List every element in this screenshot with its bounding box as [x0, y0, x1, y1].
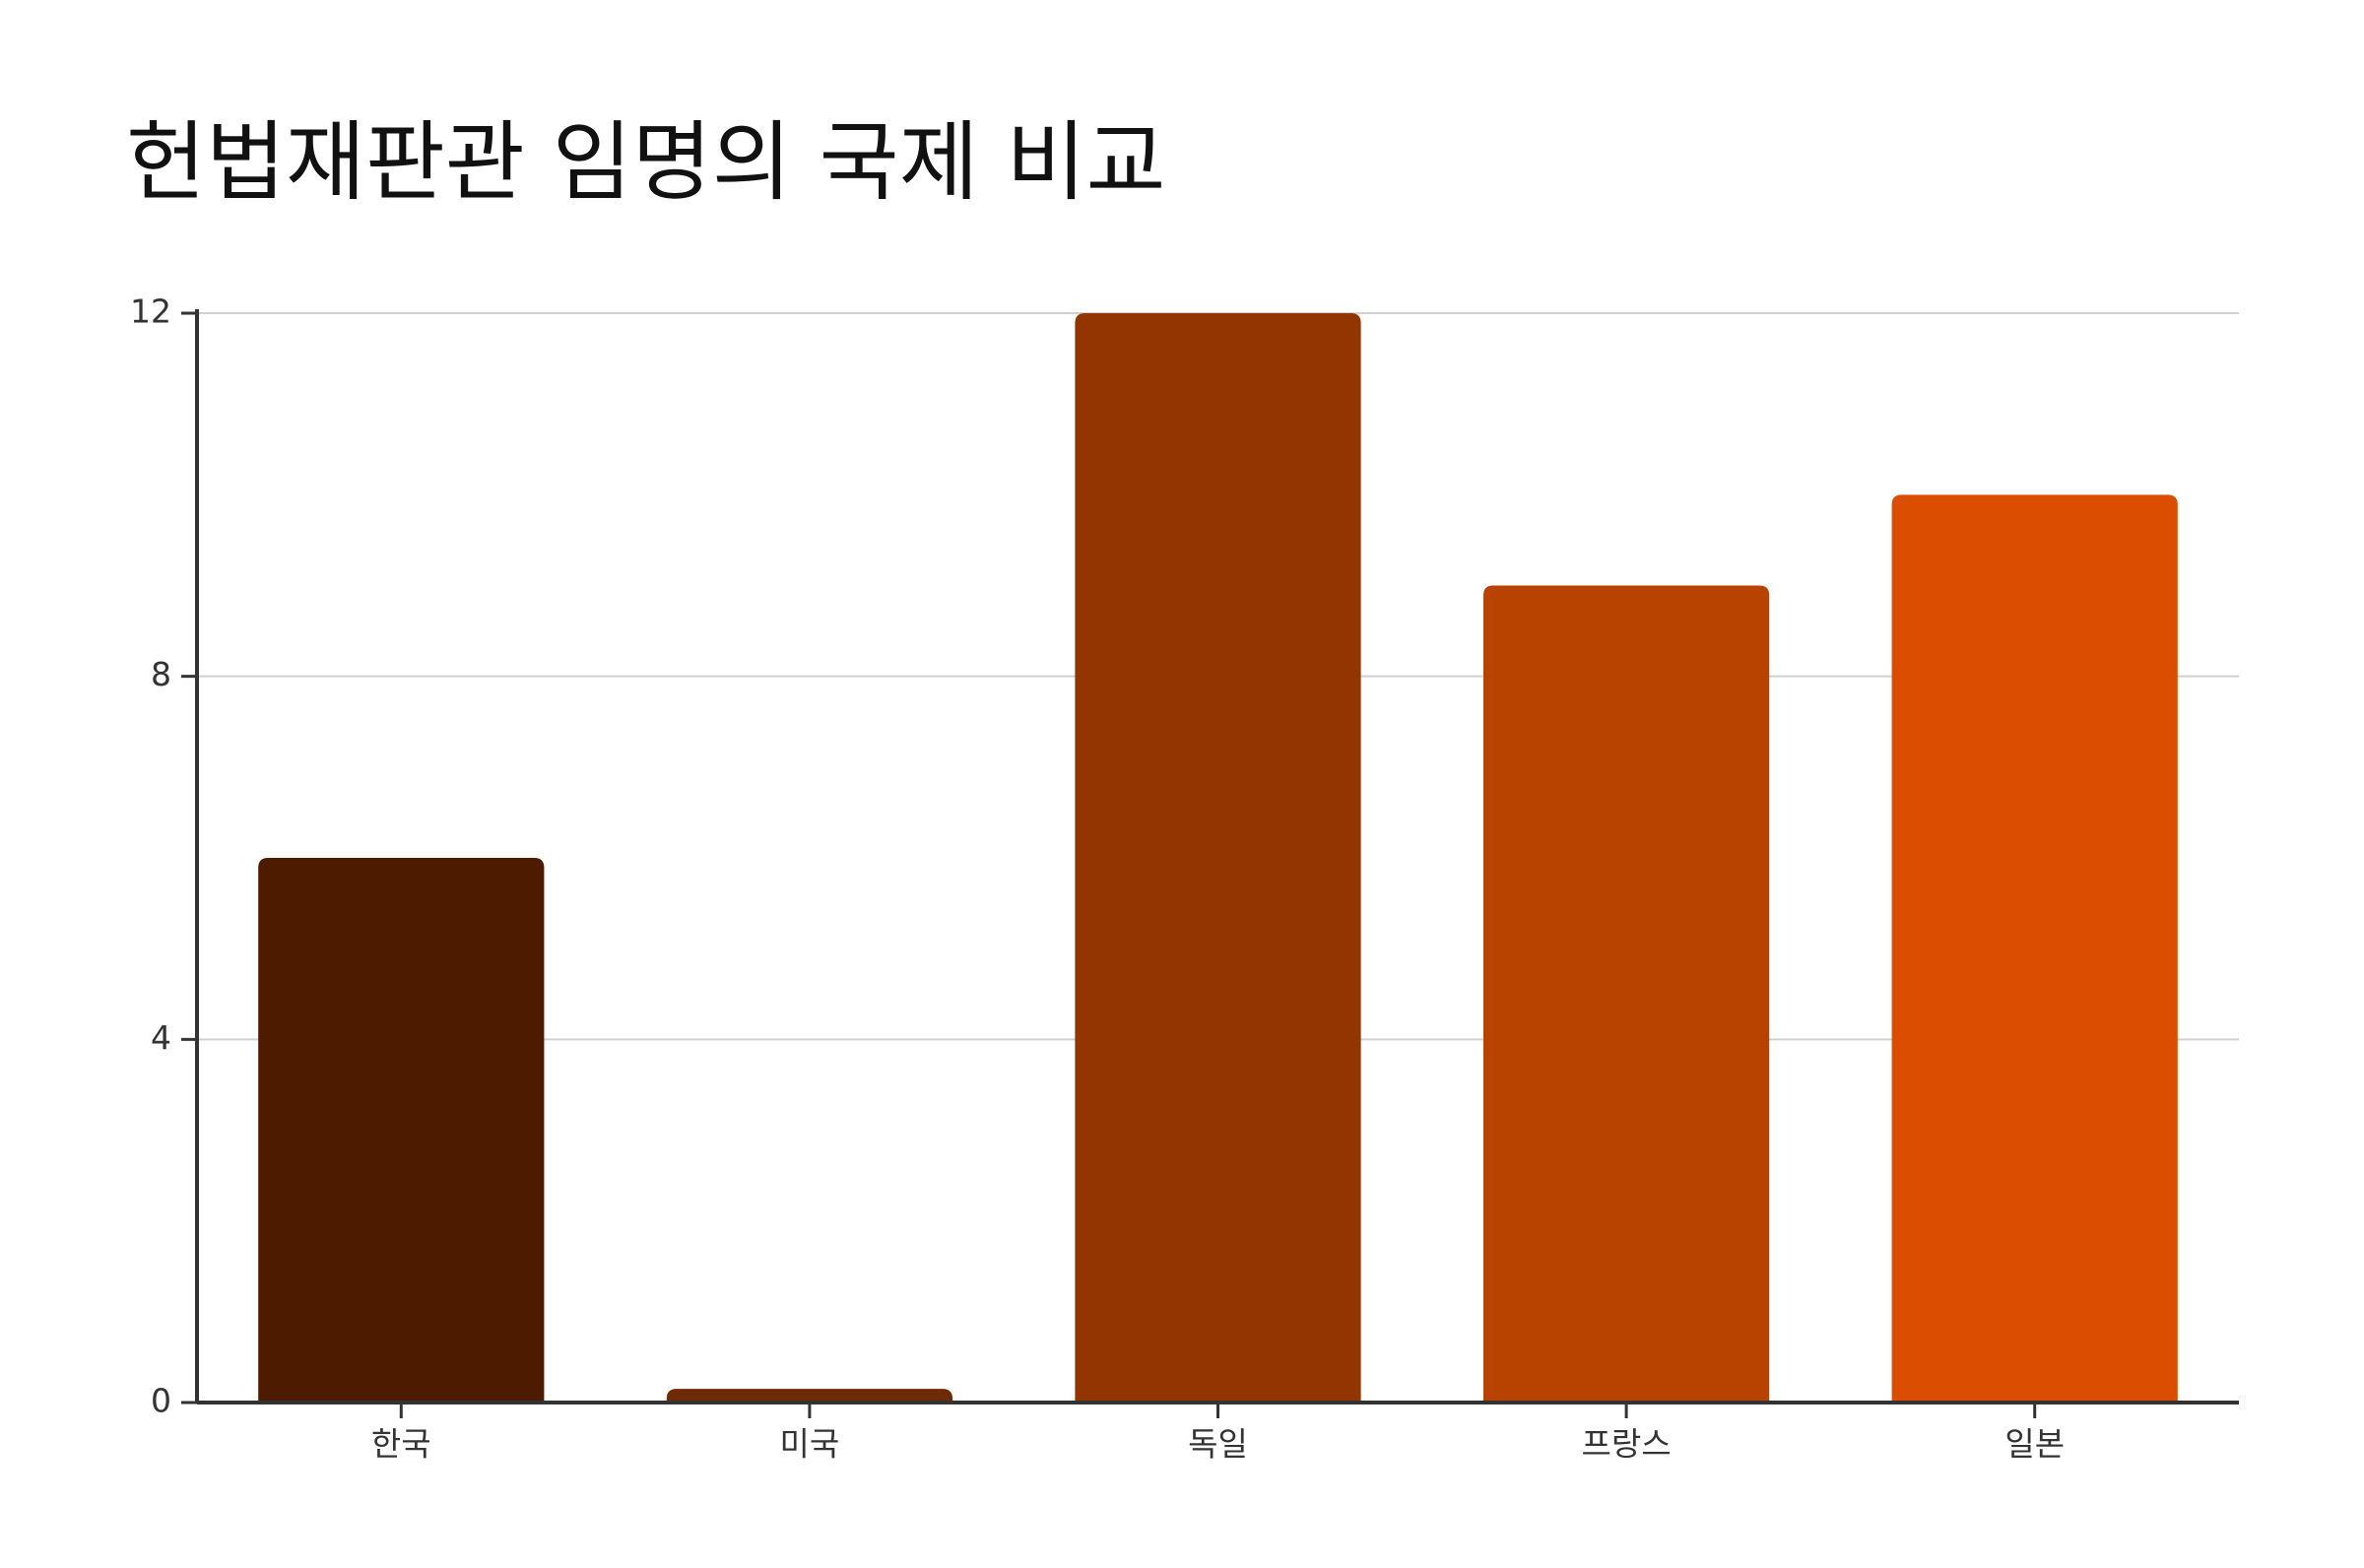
bar	[1482, 585, 1770, 1403]
bar	[258, 858, 545, 1403]
x-tick-label: 미국	[780, 1425, 840, 1464]
bar	[666, 1389, 953, 1403]
y-tick-label: 0	[151, 1382, 171, 1420]
chart-title: 헌법재판관 임명의 국제 비교	[126, 111, 1165, 213]
x-tick-label: 프랑스	[1582, 1425, 1672, 1464]
x-tick-label: 한국	[371, 1425, 431, 1464]
x-tick-label: 일본	[2004, 1425, 2065, 1464]
y-tick-label: 12	[130, 293, 171, 331]
y-tick-label: 4	[151, 1018, 171, 1057]
bar	[1891, 494, 2178, 1403]
y-tick-label: 8	[151, 655, 171, 693]
bar	[1075, 313, 1361, 1403]
x-tick-label: 독일	[1188, 1425, 1248, 1464]
